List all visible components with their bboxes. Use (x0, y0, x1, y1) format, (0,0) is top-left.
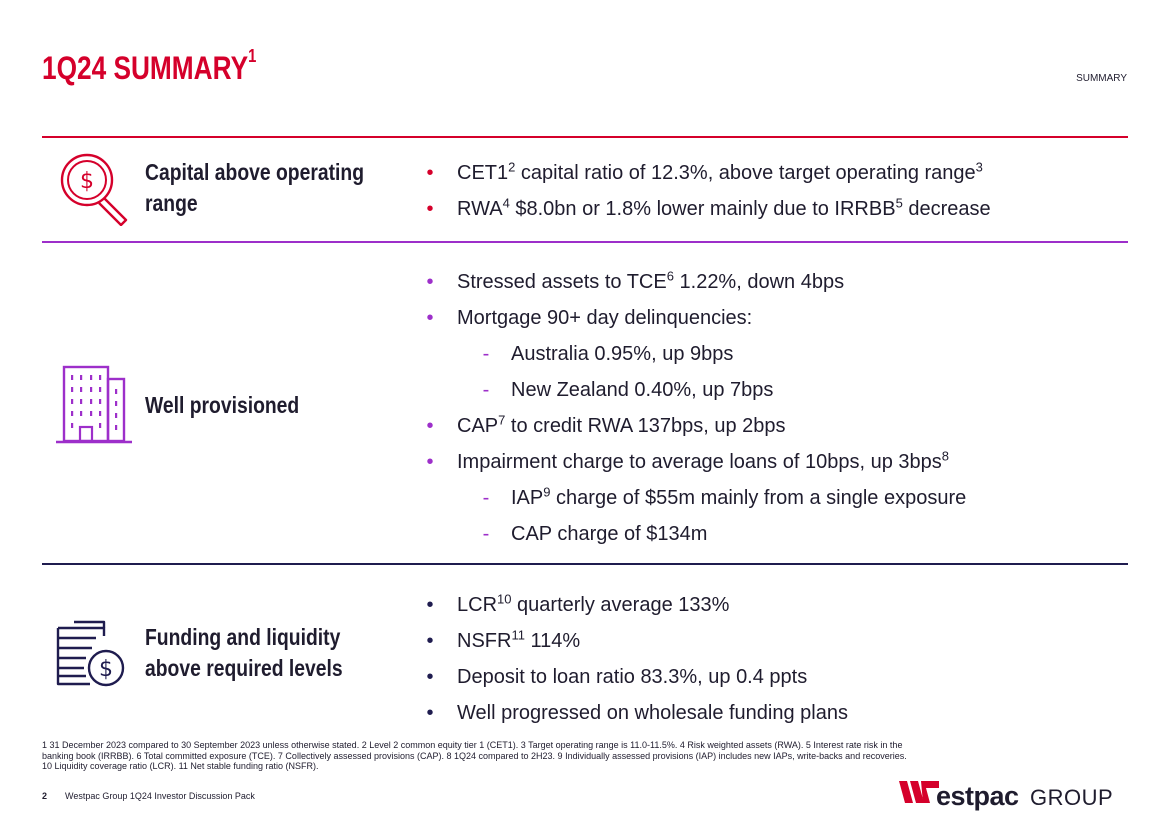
svg-text:$: $ (80, 169, 94, 194)
cash-stack-dollar-icon: $ (56, 620, 125, 687)
footnotes: 1 31 December 2023 compared to 30 Septem… (42, 740, 907, 771)
list-item: • Mortgage 90+ day delinquencies: (426, 307, 753, 329)
logo-group-text: GROUP (1030, 785, 1114, 810)
page-number: 2 (42, 791, 48, 801)
list-item: • Deposit to loan ratio 83.3%, up 0.4 ppt… (426, 666, 808, 688)
list-item: • NSFR11 114% (426, 627, 581, 652)
list-item: • Impairment charge to average loans of 1… (426, 448, 949, 473)
list-item: - Australia 0.95%, up 9bps (482, 343, 734, 365)
footer: 2 Westpac Group 1Q24 Investor Discussion … (42, 791, 255, 801)
provisioned-bullets: • Stressed assets to TCE6 1.22%, down 4bp… (423, 264, 966, 552)
capital-heading: Capital above operating range (145, 159, 365, 216)
funding-heading: Funding and liquidity above required lev… (145, 624, 343, 681)
list-item: • CAP7 to credit RWA 137bps, up 2bps (426, 412, 786, 437)
list-item: • CET12 capital ratio of 12.3%, above tar… (426, 159, 983, 184)
building-icon (56, 365, 132, 444)
westpac-w-logo-icon (899, 781, 939, 803)
divider-red (42, 136, 1128, 138)
list-item: • LCR10 quarterly average 133% (426, 591, 730, 616)
title-footnote-ref: 1 (248, 46, 257, 66)
list-item: • Stressed assets to TCE6 1.22%, down 4bp… (426, 268, 845, 293)
list-item: - IAP9 charge of $55m mainly from a singl… (482, 484, 967, 509)
svg-text:$: $ (99, 657, 113, 682)
page-title: 1Q24 SUMMARY1 (42, 46, 257, 86)
divider-navy (42, 563, 1128, 565)
list-item: • RWA4 $8.0bn or 1.8% lower mainly due to… (426, 195, 991, 220)
capital-bullets: • CET12 capital ratio of 12.3%, above tar… (423, 155, 991, 227)
provisioned-heading: Well provisioned (145, 392, 300, 418)
funding-bullets: • LCR10 quarterly average 133% • NSFR11 11… (423, 587, 848, 731)
section-tag: SUMMARY (1076, 73, 1127, 84)
document-title: Westpac Group 1Q24 Investor Discussion P… (65, 791, 255, 801)
dollar-magnifier-icon: $ (60, 153, 128, 226)
list-item: - CAP charge of $134m (482, 523, 708, 545)
list-item: • Well progressed on wholesale funding pl… (426, 702, 848, 724)
logo-wordmark: estpac (936, 781, 1019, 811)
divider-purple (42, 241, 1128, 243)
list-item: - New Zealand 0.40%, up 7bps (482, 379, 774, 401)
